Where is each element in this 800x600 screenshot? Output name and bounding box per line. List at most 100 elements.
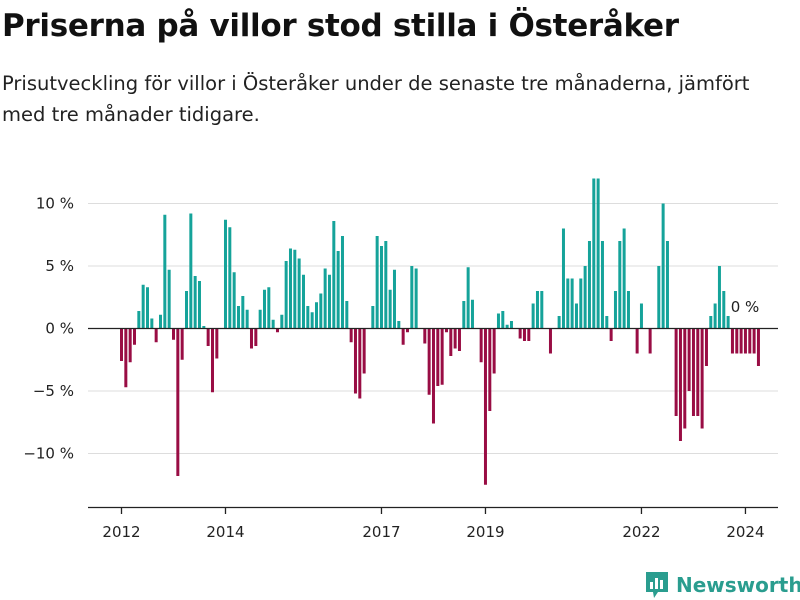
bar: [215, 328, 219, 359]
bar: [548, 328, 552, 354]
bar: [722, 291, 726, 329]
x-tick-label: 2022: [622, 523, 660, 541]
bar: [570, 278, 574, 329]
y-axis-tick-labels: 10 % 5 % 0 % −5 % −10 %: [23, 195, 74, 463]
bar: [314, 302, 318, 329]
newsworthy-icon: [646, 572, 668, 598]
bar: [483, 328, 487, 485]
bar: [332, 221, 336, 329]
bar: [596, 178, 600, 329]
bar: [496, 313, 500, 329]
bar: [172, 328, 175, 340]
bar: [609, 328, 613, 341]
bar: [223, 219, 227, 329]
bar: [605, 316, 609, 329]
bar: [284, 261, 288, 329]
bar: [700, 328, 704, 429]
bar: [704, 328, 708, 366]
bar: [280, 314, 284, 329]
bar: [440, 328, 444, 385]
x-axis-tick-labels: 2012 2014 2017 2019 2022 2024: [102, 523, 764, 541]
bars: [120, 178, 760, 485]
bar: [622, 228, 626, 329]
bar: [336, 251, 340, 329]
bar: [202, 326, 206, 329]
bar: [709, 316, 713, 329]
bar: [124, 328, 128, 388]
chart-title: Priserna på villor stod stilla i Österåk…: [2, 8, 679, 44]
bar: [661, 203, 665, 329]
bar: [349, 328, 353, 343]
bar: [128, 328, 132, 363]
bar: [574, 303, 578, 329]
bar: [466, 267, 470, 329]
bar: [410, 266, 414, 329]
bar: [583, 266, 587, 329]
bar: [236, 306, 240, 329]
y-tick-label: −10 %: [23, 445, 74, 463]
bar: [397, 321, 401, 329]
brand-name: Newsworthy: [676, 573, 800, 597]
bar: [527, 328, 531, 341]
bar: [739, 328, 743, 354]
x-tick-label: 2019: [466, 523, 504, 541]
bar: [297, 258, 301, 329]
bar: [210, 328, 214, 393]
bar: [431, 328, 435, 424]
bar: [141, 284, 145, 329]
bar: [505, 324, 509, 329]
bar: [154, 328, 158, 343]
bar: [566, 278, 570, 329]
x-tick-label: 2024: [726, 523, 764, 541]
bar: [713, 303, 717, 329]
bar: [462, 301, 466, 329]
bar: [176, 328, 180, 476]
bar: [561, 228, 565, 329]
bar: [752, 328, 756, 354]
bar: [189, 213, 193, 329]
bar: [323, 268, 327, 329]
newsworthy-logo: Newsworthy: [644, 570, 800, 600]
bar: [522, 328, 526, 341]
bar: [726, 316, 730, 329]
bar: [340, 236, 344, 329]
bar: [531, 303, 535, 329]
bar: [592, 178, 596, 329]
bar: [180, 328, 184, 360]
bar: [254, 328, 258, 346]
bar-chart: 10 % 5 % 0 % −5 % −10 % 2012 2014 2017 2019 2022…: [23, 178, 778, 541]
bar: [743, 328, 747, 354]
bar: [648, 328, 652, 354]
bar: [133, 328, 136, 345]
bar: [327, 274, 331, 329]
bar: [488, 328, 492, 411]
bar: [453, 328, 457, 349]
bar: [301, 274, 305, 329]
bar: [691, 328, 695, 416]
bar: [683, 328, 687, 429]
bar: [674, 328, 678, 416]
bar: [262, 289, 266, 329]
bar: [665, 241, 669, 329]
bar: [449, 328, 453, 356]
bar: [206, 328, 210, 346]
y-tick-label: −5 %: [33, 382, 74, 400]
bar: [146, 287, 149, 329]
bar: [735, 328, 739, 354]
bar: [436, 328, 440, 386]
bar: [197, 281, 201, 329]
bar: [635, 328, 639, 354]
x-tick-label: 2014: [206, 523, 244, 541]
bar: [613, 291, 617, 329]
bar: [120, 328, 123, 361]
y-tick-label: 0 %: [45, 320, 74, 338]
bar: [362, 328, 366, 374]
y-tick-label: 10 %: [36, 195, 74, 213]
bar: [345, 301, 349, 329]
bar: [535, 291, 539, 329]
bar: [163, 214, 167, 329]
bar: [185, 291, 188, 329]
bar: [267, 287, 271, 329]
bar: [748, 328, 752, 354]
bar: [245, 309, 249, 329]
